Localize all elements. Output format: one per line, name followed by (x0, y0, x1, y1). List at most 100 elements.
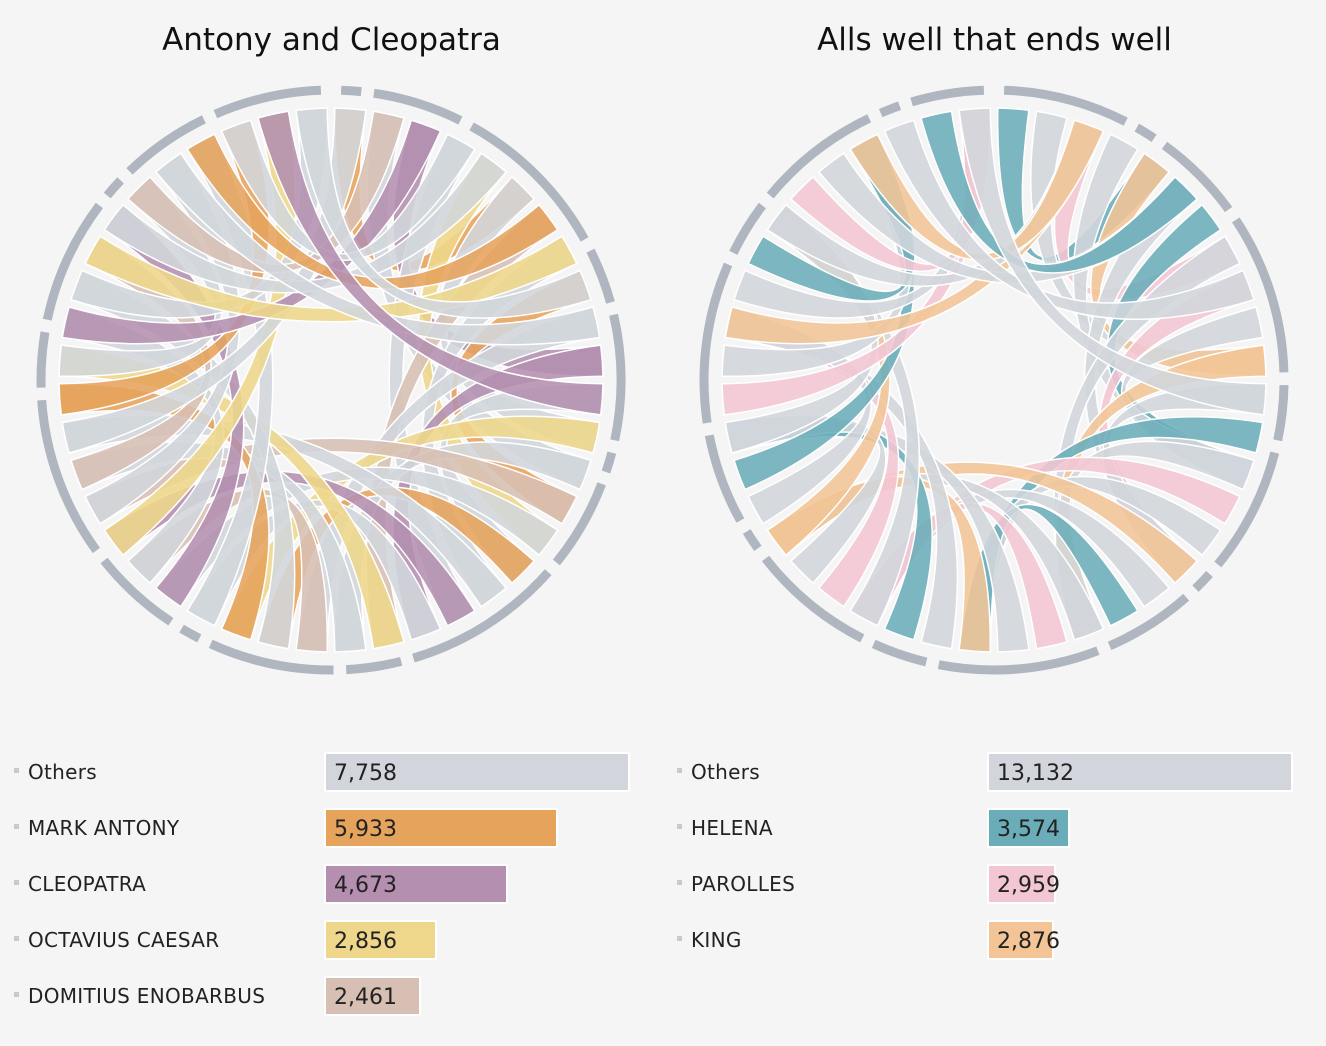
legend-marker (677, 936, 682, 941)
ring-segment (937, 646, 1100, 675)
legend-row: MARK ANTONY 5,933 (0, 806, 663, 850)
chart-title: Alls well that ends well (817, 22, 1172, 58)
legend-row: OCTAVIUS CAESAR 2,856 (0, 918, 663, 962)
ribbon (84, 235, 578, 323)
word-count-bar: 2,856 (324, 920, 437, 960)
ribbon (958, 107, 1267, 416)
ring-segment (345, 657, 403, 675)
ring-segments (36, 85, 626, 675)
ribbon (103, 152, 508, 294)
ribbon (220, 119, 476, 261)
chart-title: Antony and Cleopatra (162, 22, 501, 58)
ring-segment (126, 115, 206, 175)
ring-segment (1161, 141, 1233, 213)
ring-segment (42, 202, 103, 321)
ring-segment (100, 557, 174, 626)
ring-segment (1232, 217, 1289, 373)
word-count-bar: 7,758 (324, 752, 630, 792)
ring-segment (1273, 384, 1289, 442)
ring-segment (761, 555, 865, 643)
word-count-bar: 2,876 (987, 920, 1060, 960)
legend-marker (677, 768, 682, 773)
ring-segment (742, 529, 762, 552)
ribbon (295, 107, 592, 319)
chart-panel-alls-well-that-ends-well: Alls well that ends well Others 13,132 HEL… (663, 0, 1326, 1046)
legend-row: CLEOPATRA 4,673 (0, 862, 663, 906)
ribbon (257, 110, 604, 416)
character-name: PAROLLES (691, 872, 796, 896)
legend-row: Others 13,132 (663, 750, 1326, 794)
ring-segment (609, 313, 626, 442)
word-count-label: 5,933 (334, 817, 397, 842)
ring-segment (1134, 123, 1157, 142)
ring-segments (699, 85, 1289, 675)
ring-segment (1003, 85, 1128, 126)
word-count-bar: 13,132 (987, 752, 1293, 792)
ring-segment (208, 639, 334, 675)
ring-segment (37, 399, 101, 554)
legend-marker (14, 880, 19, 885)
legend-row: HELENA 3,574 (663, 806, 1326, 850)
legend-marker (14, 936, 19, 941)
legend-row: DOMITIUS ENOBARBUS 2,461 (0, 974, 663, 1018)
ribbon (849, 119, 1105, 261)
legend-row: Others 7,758 (0, 750, 663, 794)
ring-segment (213, 85, 322, 119)
character-name: CLEOPATRA (28, 872, 147, 896)
character-name: Others (28, 760, 98, 784)
ring-segment (1107, 593, 1190, 651)
legend-marker (14, 768, 19, 773)
word-count-label: 2,461 (334, 985, 397, 1010)
ring-segment (36, 331, 50, 388)
ring-segment (179, 624, 202, 643)
ring-segment (412, 569, 552, 663)
character-name: HELENA (691, 816, 773, 840)
word-count-label: 2,856 (334, 929, 397, 954)
ring-segment (910, 85, 985, 107)
word-count-label: 13,132 (997, 761, 1074, 786)
word-count-label: 2,959 (997, 873, 1060, 898)
ring-segment (373, 88, 463, 125)
ring-segment (766, 114, 872, 199)
ribbon (883, 119, 1255, 320)
ribbons (58, 107, 604, 653)
chart-panel-antony-and-cleopatra: Antony and Cleopatra Others 7,758 MARK ANT… (0, 22, 663, 1018)
legend-marker (14, 824, 19, 829)
word-count-bar: 5,933 (324, 808, 558, 848)
ring-segment (586, 248, 615, 304)
ring-segment (601, 451, 617, 474)
ribbon (186, 133, 559, 290)
legend-marker (677, 880, 682, 885)
ring-segment (699, 262, 733, 424)
character-name: MARK ANTONY (28, 816, 180, 840)
ribbon (61, 119, 442, 345)
legend-row: PAROLLES 2,959 (663, 862, 1326, 906)
word-count-label: 4,673 (334, 873, 397, 898)
ring-segment (871, 639, 928, 667)
ribbon (920, 110, 1199, 274)
word-count-bar: 2,461 (324, 976, 421, 1016)
ring-segment (704, 434, 745, 523)
chord-diagram (36, 85, 626, 675)
ring-segment (729, 202, 767, 255)
word-count-bar: 2,959 (987, 864, 1060, 904)
character-name: KING (691, 928, 742, 952)
ring-segment (552, 482, 606, 566)
word-count-bar: 4,673 (324, 864, 508, 904)
word-count-label: 3,574 (997, 817, 1060, 842)
legend-marker (14, 992, 19, 997)
word-count-label: 2,876 (997, 929, 1060, 954)
legend-row: KING 2,876 (663, 918, 1326, 962)
word-count-bar: 3,574 (987, 808, 1070, 848)
ring-segment (1214, 451, 1280, 568)
legend-marker (677, 824, 682, 829)
ring-segment (340, 85, 362, 97)
character-name: Others (691, 760, 761, 784)
ring-segment (469, 122, 589, 242)
word-count-label: 7,758 (334, 761, 397, 786)
ring-segment (1192, 570, 1213, 592)
character-name: DOMITIUS ENOBARBUS (28, 984, 266, 1008)
ring-segment (103, 177, 124, 199)
ribbons (721, 107, 1267, 653)
ribbon (154, 152, 601, 346)
